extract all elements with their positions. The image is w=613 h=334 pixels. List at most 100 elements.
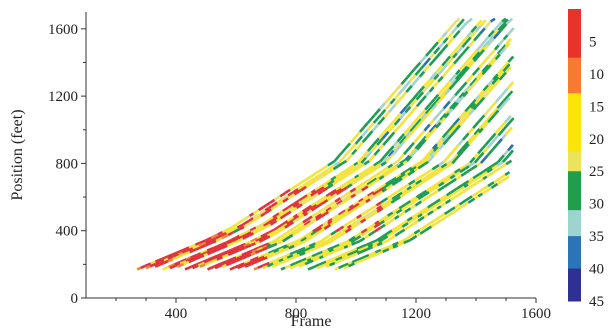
trajectory-segment (266, 253, 275, 259)
trajectory-segment (393, 228, 399, 234)
trajectory-segment (354, 231, 363, 238)
trajectory-segment (350, 221, 357, 227)
trajectory-segment (358, 197, 364, 203)
trajectory-segment (439, 112, 447, 121)
trajectory-segment (506, 117, 515, 126)
trajectory-segment (310, 230, 318, 236)
trajectory-segment (458, 92, 465, 99)
trajectory-segment (380, 171, 387, 177)
trajectory-segment (397, 239, 404, 244)
trajectory-segment (207, 251, 213, 256)
trajectory-segment (347, 206, 355, 213)
trajectory-segment (328, 250, 335, 256)
trajectory-segment (338, 264, 345, 269)
trajectory-segment (445, 82, 454, 91)
trajectory-segment (258, 244, 265, 249)
trajectory-segment (392, 142, 401, 152)
trajectory-segment (502, 34, 509, 41)
trajectory-segment (432, 207, 438, 213)
trajectory-segment (290, 206, 298, 213)
trajectory-segment (204, 242, 212, 247)
trajectory-segment (373, 226, 382, 233)
trajectory-segment (419, 229, 427, 235)
trajectory-segment (258, 255, 265, 261)
trajectory-segment (435, 121, 442, 129)
trajectory-segment (469, 156, 476, 164)
trajectory-segment (269, 198, 276, 204)
trajectory-segment (266, 243, 272, 248)
trajectory-segment (229, 266, 236, 271)
trajectory-segment (494, 53, 501, 61)
trajectory-segment (317, 227, 326, 234)
trajectory-segment (336, 230, 344, 236)
trajectory-segment (362, 172, 370, 179)
trajectory-segment (253, 256, 259, 261)
trajectory-segment (342, 222, 349, 228)
trajectory-segment (420, 176, 427, 182)
trajectory-segment (396, 133, 406, 143)
trajectory-segment (455, 183, 464, 190)
trajectory-segment (217, 242, 224, 248)
trajectory-segment (335, 171, 343, 178)
trajectory-segment (231, 256, 237, 261)
trajectory-segment (506, 81, 515, 90)
trajectory-segment (497, 22, 505, 32)
x-tick-label: 1600 (521, 306, 551, 322)
trajectory-segment (258, 209, 266, 215)
y-tick-label: 400 (56, 224, 79, 240)
x-tick-label: 400 (165, 306, 188, 322)
trajectory-segment (488, 84, 496, 93)
trajectory-segment (327, 160, 336, 167)
trajectory-segment (321, 248, 329, 254)
trajectory-segment (410, 182, 417, 188)
trajectory-segment (358, 186, 364, 191)
trajectory-segment (233, 248, 241, 254)
trajectory-segment (338, 231, 347, 238)
trajectory-segment (472, 51, 481, 61)
trajectory-segment (403, 134, 411, 143)
trajectory-segment (441, 131, 449, 139)
trajectory-segment (496, 179, 504, 185)
trajectory-segment (411, 105, 418, 113)
trajectory-segment (375, 164, 382, 170)
trajectory-segment (319, 195, 328, 202)
trajectory-segment (453, 76, 462, 85)
trajectory-segment (460, 36, 469, 45)
trajectory-segment (478, 89, 485, 97)
trajectory-segment (319, 252, 325, 257)
y-tick-label: 800 (56, 156, 79, 172)
trajectory-segment (478, 96, 486, 104)
trajectory-segment (238, 262, 246, 267)
trajectory-segment (365, 198, 371, 204)
colorbar-label: 15 (589, 99, 604, 115)
trajectory-segment (423, 123, 431, 132)
trajectory-segment (401, 222, 409, 228)
trajectory-segment (272, 226, 279, 232)
colorbar-band (568, 171, 581, 211)
trajectory-segment (367, 164, 375, 171)
trajectory (184, 17, 507, 271)
colorbar-label: 30 (589, 197, 604, 213)
trajectory-segment (253, 266, 259, 271)
trajectory-segment (355, 239, 361, 244)
trajectory-segment (298, 198, 306, 205)
trajectory-segment (405, 110, 414, 119)
trajectory-segment (347, 164, 355, 170)
trajectory-segment (419, 64, 426, 71)
trajectory-segment (453, 208, 459, 214)
trajectory-segment (275, 257, 280, 262)
trajectory-segment (383, 216, 391, 223)
trajectory-segment (454, 17, 461, 23)
trajectory-segment (370, 253, 378, 258)
trajectory-segment (308, 206, 314, 211)
trajectory-segment (332, 233, 339, 239)
trajectory-segment (245, 231, 252, 237)
trajectory-segment (473, 128, 481, 136)
trajectory-segment (449, 196, 455, 202)
trajectory-segment (315, 244, 322, 250)
trajectory-segment (397, 225, 404, 231)
trajectory-segment (345, 180, 351, 185)
trajectory-segment (380, 197, 389, 204)
trajectory-segment (401, 219, 409, 225)
trajectory-segment (351, 252, 358, 257)
